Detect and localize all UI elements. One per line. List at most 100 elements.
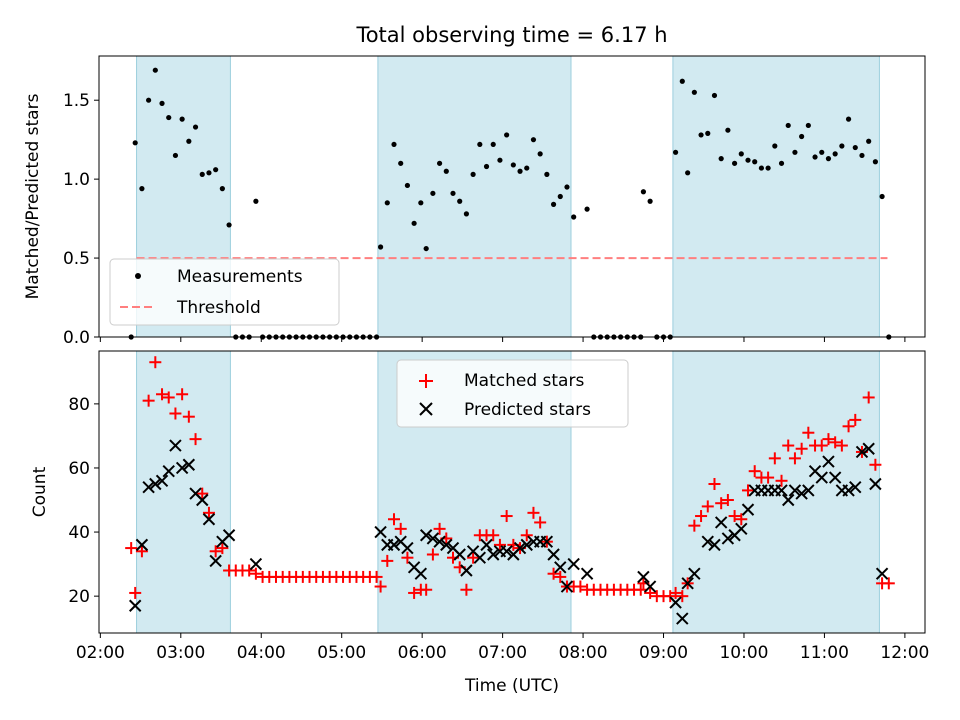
measurement-point bbox=[564, 184, 570, 190]
predicted-star-point bbox=[196, 493, 209, 507]
measurement-point bbox=[404, 182, 411, 189]
measurement-point bbox=[490, 141, 496, 148]
matched-star-point bbox=[426, 548, 439, 561]
y-tick-label: 0.5 bbox=[63, 249, 90, 269]
measurement-point bbox=[219, 186, 225, 192]
legend-entry-threshold: Threshold bbox=[176, 298, 261, 318]
predicted-star-point bbox=[387, 538, 401, 552]
measurement-point bbox=[504, 132, 510, 138]
measurement-point bbox=[418, 200, 424, 206]
matched-star-point bbox=[676, 590, 689, 603]
predicted-star-point bbox=[708, 538, 721, 552]
matched-star-point bbox=[196, 487, 209, 500]
matched-star-point bbox=[520, 529, 533, 542]
matched-star-point bbox=[500, 510, 513, 523]
measurement-point bbox=[146, 97, 152, 103]
matched-star-point bbox=[822, 433, 835, 446]
matched-star-point bbox=[420, 583, 433, 596]
predicted-star-point bbox=[426, 532, 440, 545]
measurement-point bbox=[384, 200, 390, 206]
matched-star-point bbox=[370, 570, 383, 583]
measurement-legend-marker bbox=[135, 273, 141, 279]
predicted-star-point bbox=[788, 484, 802, 497]
measurement-point bbox=[192, 124, 199, 130]
matched-star-point bbox=[388, 513, 400, 526]
measurement-point bbox=[845, 116, 852, 122]
y-tick-label: 1.0 bbox=[63, 170, 90, 190]
measurement-point bbox=[430, 190, 436, 196]
predicted-star-point bbox=[869, 477, 882, 491]
predicted-star-point bbox=[520, 538, 533, 552]
matched-star-point bbox=[762, 471, 775, 484]
measurement-point bbox=[832, 151, 838, 157]
matched-star-point bbox=[882, 577, 895, 590]
predicted-star-point bbox=[175, 461, 189, 475]
measurement-point bbox=[738, 151, 744, 157]
x-tick-label: 07:00 bbox=[478, 643, 527, 663]
measurement-point bbox=[436, 160, 443, 166]
top-axes-frame bbox=[98, 55, 926, 338]
measurement-point bbox=[152, 67, 158, 73]
x-tick-label: 04:00 bbox=[237, 643, 286, 663]
measurement-point bbox=[530, 137, 537, 143]
predicted-star-point bbox=[433, 535, 446, 548]
matched-star-point bbox=[688, 519, 701, 532]
matched-star-point bbox=[467, 551, 480, 564]
measurement-point bbox=[731, 160, 738, 166]
measurement-point bbox=[852, 144, 858, 151]
x-tick-label: 09:00 bbox=[639, 643, 688, 663]
matched-star-point bbox=[715, 497, 728, 510]
measurement-point bbox=[765, 165, 771, 171]
predicted-star-point bbox=[209, 554, 222, 568]
legend-entry-measurements: Measurements bbox=[177, 267, 303, 287]
measurement-point bbox=[132, 140, 138, 146]
predicted-star-point bbox=[128, 599, 142, 612]
measurement-point bbox=[186, 138, 192, 144]
matched-star-point bbox=[408, 586, 421, 599]
predicted-star-point bbox=[453, 548, 466, 561]
measurement-point bbox=[557, 193, 563, 200]
measurement-point bbox=[819, 149, 825, 155]
measurement-point bbox=[859, 152, 865, 159]
measurement-point bbox=[691, 89, 697, 95]
predicted-star-point bbox=[473, 551, 487, 564]
measurement-point bbox=[443, 168, 449, 174]
predicted-star-point bbox=[580, 567, 594, 580]
matched-star-point bbox=[849, 413, 862, 426]
predicted-star-point bbox=[849, 480, 862, 494]
matched-star-point bbox=[735, 513, 748, 526]
matched-star-point bbox=[129, 586, 142, 599]
top-legend-box bbox=[109, 258, 340, 326]
predicted-star-point bbox=[155, 474, 169, 487]
measurement-point bbox=[805, 122, 811, 129]
measurement-point bbox=[391, 141, 397, 148]
matched-star-point bbox=[669, 586, 682, 599]
measurement-point bbox=[711, 92, 718, 99]
predicted-star-point bbox=[560, 580, 574, 593]
predicted-star-point bbox=[681, 577, 694, 590]
bottom-axes-frame bbox=[98, 350, 926, 634]
matched-star-point bbox=[788, 452, 801, 465]
measurement-point bbox=[226, 222, 232, 228]
measurement-point bbox=[199, 171, 205, 177]
y-tick-label: 60 bbox=[68, 459, 90, 479]
y-tick-label: 1.5 bbox=[63, 91, 90, 111]
measurement-point bbox=[517, 168, 523, 174]
measurement-point bbox=[785, 122, 791, 129]
predicted-star-point bbox=[374, 525, 387, 539]
measurement-point bbox=[571, 214, 577, 220]
matched-star-point bbox=[189, 433, 202, 446]
predicted-star-point bbox=[487, 548, 500, 561]
predicted-star-point bbox=[419, 529, 433, 542]
bottom-y-axis-label: Count bbox=[30, 466, 50, 517]
matched-star-point bbox=[460, 583, 473, 596]
predicted-star-point bbox=[721, 532, 735, 545]
predicted-legend-marker bbox=[419, 402, 433, 416]
measurement-point bbox=[483, 163, 490, 170]
predicted-star-point bbox=[414, 567, 428, 580]
matched-star-point bbox=[862, 391, 875, 404]
predicted-star-point bbox=[182, 458, 196, 471]
measurement-point bbox=[679, 78, 685, 84]
predicted-star-point bbox=[637, 570, 650, 584]
measurement-point bbox=[872, 159, 878, 165]
